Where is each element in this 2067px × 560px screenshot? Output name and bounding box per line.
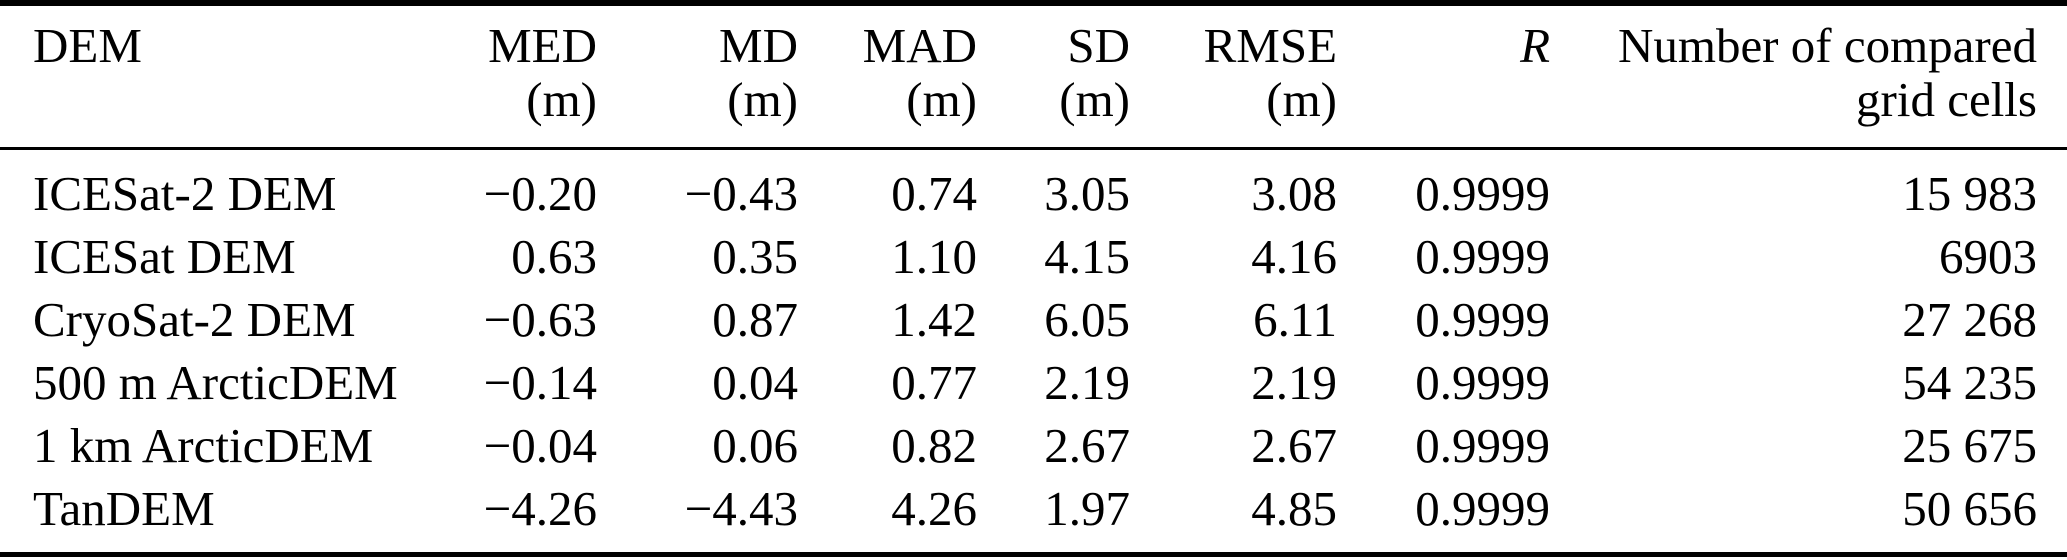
header-row: DEM MED (m) MD (m) MAD (m) SD (m) xyxy=(0,3,2067,150)
col-label: SD xyxy=(1067,18,1130,73)
col-unit: (m) xyxy=(906,72,977,127)
col-header-rmse: RMSE (m) xyxy=(1130,3,1337,150)
cell-rmse: 4.85 xyxy=(1251,481,1337,536)
cell-n: 6903 xyxy=(1939,229,2037,284)
cell-r: 0.9999 xyxy=(1415,418,1550,473)
cell-sd: 3.05 xyxy=(1044,166,1130,221)
cell-mad: 0.82 xyxy=(891,418,977,473)
cell-r: 0.9999 xyxy=(1415,229,1550,284)
cell-r: 0.9999 xyxy=(1415,292,1550,347)
col-label: DEM xyxy=(33,18,142,73)
table-row-500m-arcticdem: 500 m ArcticDEM −0.14 0.04 0.77 2.19 2.1… xyxy=(0,351,2067,414)
col-header-med: MED (m) xyxy=(430,3,597,150)
cell-md: −4.43 xyxy=(684,481,798,536)
cell-rmse: 3.08 xyxy=(1251,166,1337,221)
cell-sd: 2.67 xyxy=(1044,418,1130,473)
cell-dem: ICESat-2 DEM xyxy=(33,166,337,221)
col-header-mad: MAD (m) xyxy=(798,3,977,150)
cell-md: −0.43 xyxy=(684,166,798,221)
cell-md: 0.06 xyxy=(712,418,798,473)
col-unit: (m) xyxy=(1059,72,1130,127)
col-label: Number of compared xyxy=(1617,18,2037,73)
cell-sd: 4.15 xyxy=(1044,229,1130,284)
cell-med: −0.20 xyxy=(483,166,597,221)
table-row-icesat-dem: ICESat DEM 0.63 0.35 1.10 4.15 4.16 0.99… xyxy=(0,225,2067,288)
col-label: MD xyxy=(719,18,798,73)
cell-med: −0.04 xyxy=(483,418,597,473)
cell-dem: 1 km ArcticDEM xyxy=(33,418,374,473)
cell-r: 0.9999 xyxy=(1415,166,1550,221)
cell-sd: 1.97 xyxy=(1044,481,1130,536)
col-header-r: R xyxy=(1337,3,1550,150)
cell-mad: 4.26 xyxy=(891,481,977,536)
cell-rmse: 2.19 xyxy=(1251,355,1337,410)
cell-n: 25 675 xyxy=(1902,418,2037,473)
cell-md: 0.04 xyxy=(712,355,798,410)
table-row-cryosat2-dem: CryoSat-2 DEM −0.63 0.87 1.42 6.05 6.11 … xyxy=(0,288,2067,351)
cell-sd: 6.05 xyxy=(1044,292,1130,347)
cell-mad: 1.10 xyxy=(891,229,977,284)
cell-med: 0.63 xyxy=(511,229,597,284)
col-unit: grid cells xyxy=(1856,72,2037,127)
col-unit: (m) xyxy=(526,72,597,127)
table-row-tandem: TanDEM −4.26 −4.43 4.26 1.97 4.85 0.9999… xyxy=(0,477,2067,555)
cell-dem: ICESat DEM xyxy=(33,229,296,284)
cell-mad: 1.42 xyxy=(891,292,977,347)
table-row-1km-arcticdem: 1 km ArcticDEM −0.04 0.06 0.82 2.67 2.67… xyxy=(0,414,2067,477)
col-header-sd: SD (m) xyxy=(977,3,1130,150)
cell-dem: CryoSat-2 DEM xyxy=(33,292,356,347)
table-row-icesat2-dem: ICESat-2 DEM −0.20 −0.43 0.74 3.05 3.08 … xyxy=(0,149,2067,226)
col-unit: (m) xyxy=(1266,72,1337,127)
cell-n: 15 983 xyxy=(1902,166,2037,221)
col-header-num-grid-cells: Number of compared grid cells xyxy=(1550,3,2067,150)
cell-mad: 0.77 xyxy=(891,355,977,410)
cell-rmse: 6.11 xyxy=(1253,292,1337,347)
cell-md: 0.87 xyxy=(712,292,798,347)
cell-r: 0.9999 xyxy=(1415,481,1550,536)
cell-med: −0.14 xyxy=(483,355,597,410)
cell-n: 54 235 xyxy=(1902,355,2037,410)
col-header-dem: DEM xyxy=(0,3,430,150)
cell-dem: TanDEM xyxy=(33,481,215,536)
col-header-md: MD (m) xyxy=(597,3,798,150)
col-label: R xyxy=(1520,18,1550,73)
cell-sd: 2.19 xyxy=(1044,355,1130,410)
cell-mad: 0.74 xyxy=(891,166,977,221)
col-label: MAD xyxy=(862,18,977,73)
cell-med: −0.63 xyxy=(483,292,597,347)
cell-n: 27 268 xyxy=(1902,292,2037,347)
cell-n: 50 656 xyxy=(1902,481,2037,536)
col-label: MED xyxy=(488,18,597,73)
cell-rmse: 2.67 xyxy=(1251,418,1337,473)
cell-r: 0.9999 xyxy=(1415,355,1550,410)
cell-rmse: 4.16 xyxy=(1251,229,1337,284)
col-unit: (m) xyxy=(727,72,798,127)
table-body: ICESat-2 DEM −0.20 −0.43 0.74 3.05 3.08 … xyxy=(0,149,2067,555)
cell-md: 0.35 xyxy=(712,229,798,284)
cell-dem: 500 m ArcticDEM xyxy=(33,355,398,410)
col-label: RMSE xyxy=(1203,18,1337,73)
cell-med: −4.26 xyxy=(483,481,597,536)
table-header: DEM MED (m) MD (m) MAD (m) SD (m) xyxy=(0,3,2067,150)
